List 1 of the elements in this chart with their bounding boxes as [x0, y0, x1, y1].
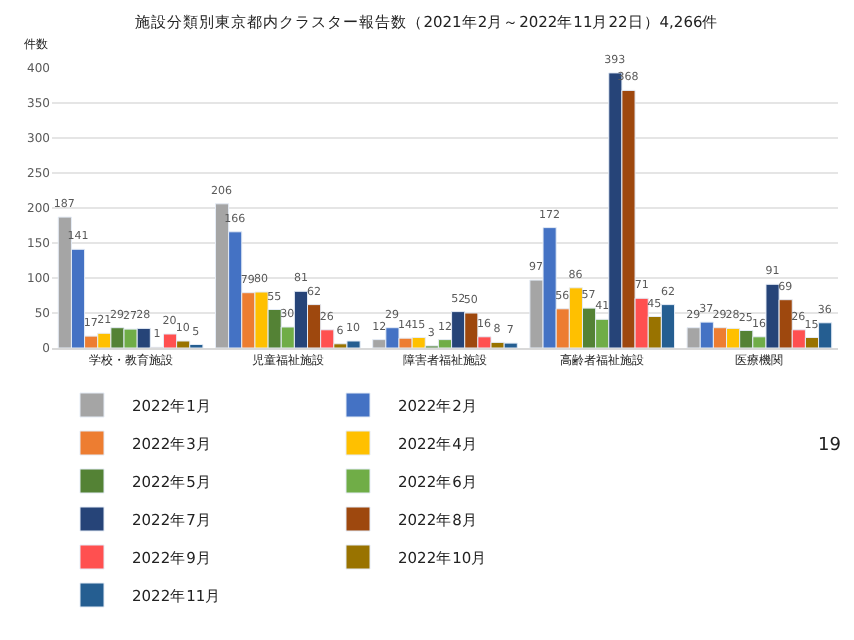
text: 19 [818, 436, 842, 456]
